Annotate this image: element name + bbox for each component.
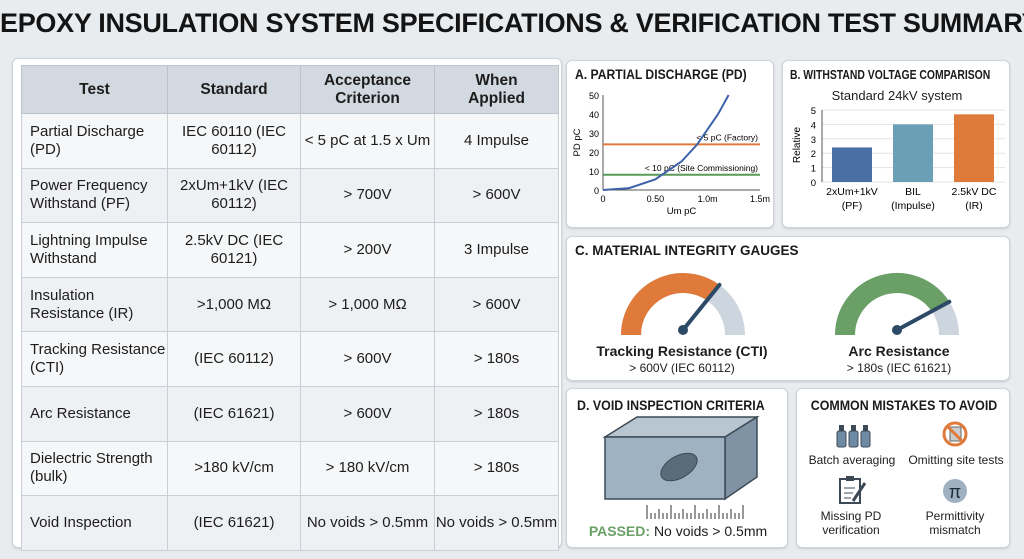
ruler-icon — [646, 505, 744, 519]
spec-table: Test Standard Acceptance Criterion When … — [21, 65, 559, 551]
chart-subtitle: Standard 24kV system — [831, 88, 963, 103]
void-result-text: No voids > 0.5mm — [653, 523, 768, 539]
table-cell: No voids > 0.5mm — [434, 495, 559, 551]
pd-chart-panel: A. PARTIAL DISCHARGE (PD) — [566, 60, 774, 228]
table-cell: > 600V — [434, 276, 559, 333]
col-header: Standard — [167, 65, 301, 114]
table-cell: < 5 pC at 1.5 x Um — [300, 113, 435, 169]
table-row: Dielectric Strength (bulk) >180 kV/cm > 18… — [21, 440, 559, 497]
gauge-label: Arc Resistance — [848, 343, 950, 359]
svg-text:π: π — [949, 482, 961, 502]
gauge-sub: > 600V (IEC 60112) — [629, 361, 735, 375]
table-cell: > 600V — [300, 385, 435, 442]
table-cell: > 700V — [300, 167, 435, 224]
table-cell: 2.5kV DC (IEC 60121) — [167, 222, 301, 278]
table-cell: Power Frequency Withstand (PF) — [21, 167, 168, 224]
mistakes-panel: COMMON MISTAKES TO AVOID π Batch averagi… — [796, 388, 1010, 548]
panel-title: A. PARTIAL DISCHARGE (PD) — [575, 67, 747, 82]
table-row: Insulation Resistance (IR) >1,000 MΩ > 1,0… — [21, 276, 559, 333]
pi-icon: π — [943, 479, 967, 503]
table-cell: Arc Resistance — [21, 385, 168, 442]
table-cell: (IEC 61621) — [167, 385, 301, 442]
table-row: Lightning Impulse Withstand 2.5kV DC (IEC… — [21, 222, 559, 278]
table-cell: No voids > 0.5mm — [300, 495, 435, 551]
table-cell: > 600V — [300, 331, 435, 387]
mistake-label: Permittivity mismatch — [925, 509, 985, 538]
void-defect — [660, 452, 698, 482]
table-cell: 2xUm+1kV (IEC 60112) — [167, 167, 301, 224]
table-cell: > 600V — [434, 167, 559, 224]
table-cell: (IEC 61621) — [167, 495, 301, 551]
panel-title: COMMON MISTAKES TO AVOID — [810, 398, 998, 413]
withstand-chart-panel: B. WITHSTAND VOLTAGE COMPARISON Standard… — [782, 60, 1010, 228]
prohibited-document-icon — [942, 421, 968, 447]
col-header: Acceptance Criterion — [300, 65, 435, 114]
table-cell: > 180s — [434, 385, 559, 442]
passed-status: PASSED: — [588, 523, 651, 539]
table-row: Void Inspection (IEC 61621) No voids > 0.5… — [21, 495, 559, 551]
mistake-label: Batch averaging — [808, 453, 896, 467]
table-cell: Insulation Resistance (IR) — [21, 276, 168, 333]
table-cell: Void Inspection — [21, 495, 168, 551]
gauge-sub: > 180s (IEC 61621) — [846, 361, 952, 375]
table-cell: Lightning Impulse Withstand — [21, 222, 168, 278]
void-result: PASSED: No voids > 0.5mm — [567, 523, 789, 539]
table-cell: 3 Impulse — [434, 222, 559, 278]
table-row: Power Frequency Withstand (PF) 2xUm+1kV (… — [21, 167, 559, 224]
clipboard-pencil-icon — [839, 476, 867, 504]
panel-title: C. MATERIAL INTEGRITY GAUGES — [575, 243, 799, 258]
panel-title: D. VOID INSPECTION CRITERIA — [577, 398, 765, 413]
table-row: Partial Discharge (PD) IEC 60110 (IEC 601… — [21, 113, 559, 169]
mistake-label: Missing PD verification — [820, 509, 882, 538]
table-cell: Dielectric Strength (bulk) — [21, 440, 168, 497]
gauge-label: Tracking Resistance (CTI) — [596, 343, 768, 359]
void-block-illustration — [602, 415, 760, 519]
table-cell: > 180 kV/cm — [300, 440, 435, 497]
table-cell: (IEC 60112) — [167, 331, 301, 387]
page-title: EPOXY INSULATION SYSTEM SPECIFICATIONS &… — [0, 8, 1024, 38]
mistake-icons: π — [836, 421, 968, 504]
table-cell: Partial Discharge (PD) — [21, 113, 168, 169]
table-row: Tracking Resistance (CTI) (IEC 60112) > 60… — [21, 331, 559, 387]
table-cell: > 200V — [300, 222, 435, 278]
table-row: Arc Resistance (IEC 61621) > 600V > 180s — [21, 385, 559, 442]
col-header: Test — [21, 65, 168, 114]
gauges-panel: C. MATERIAL INTEGRITY GAUGES Tracking Re… — [566, 236, 1010, 381]
panel-title: B. WITHSTAND VOLTAGE COMPARISON — [790, 67, 991, 82]
table-cell: > 180s — [434, 331, 559, 387]
table-cell: > 180s — [434, 440, 559, 497]
table-cell: IEC 60110 (IEC 60112) — [167, 113, 301, 169]
table-cell: 4 Impulse — [434, 113, 559, 169]
mistake-label: Omitting site tests — [908, 453, 1004, 467]
table-cell: >180 kV/cm — [167, 440, 301, 497]
spec-table-panel: Test Standard Acceptance Criterion When … — [12, 58, 562, 551]
void-panel: D. VOID INSPECTION CRITERIA PASSED: No v… — [566, 388, 788, 548]
table-cell: > 1,000 MΩ — [300, 276, 435, 333]
bottles-icon — [836, 425, 871, 448]
table-cell: Tracking Resistance (CTI) — [21, 331, 168, 387]
col-header: When Applied — [434, 65, 559, 114]
table-cell: >1,000 MΩ — [167, 276, 301, 333]
